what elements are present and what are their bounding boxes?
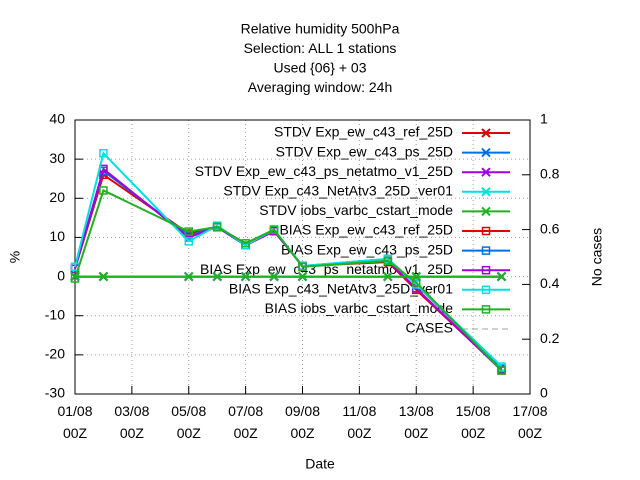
legend-label: CASES	[406, 320, 453, 336]
chart-title: Used {06} + 03	[273, 60, 366, 76]
x-tick-label-line: 09/08	[285, 403, 320, 419]
x-tick-label-line: 00Z	[404, 425, 429, 441]
y-axis-label: %	[7, 251, 23, 263]
y-tick-label: -20	[45, 346, 65, 362]
x-tick-label-line: 17/08	[512, 403, 547, 419]
legend-label: BIAS Exp_c43_NetAtv3_25D_ver01	[229, 281, 453, 297]
x-tick-label-line: 00Z	[461, 425, 486, 441]
point	[411, 271, 421, 282]
point	[481, 285, 491, 295]
point	[481, 167, 491, 177]
point	[481, 246, 491, 255]
point	[497, 366, 506, 375]
y2-tick-label: 0	[540, 385, 548, 401]
y-tick-label: -30	[45, 385, 65, 401]
point	[212, 222, 222, 232]
x-tick-label-line: 01/08	[57, 403, 92, 419]
point	[184, 237, 193, 246]
x-tick-label-line: 03/08	[114, 403, 149, 419]
point	[481, 305, 491, 314]
point	[297, 271, 308, 282]
point	[481, 147, 491, 158]
x-axis-label: Date	[305, 456, 335, 472]
point	[99, 186, 108, 195]
point	[212, 271, 222, 282]
y-tick-label: 10	[49, 228, 65, 244]
plot-border	[74, 119, 531, 395]
x-tick-label-line: 00Z	[234, 425, 259, 441]
x-tick-label: 17/08 00Z	[512, 403, 547, 441]
legend-label: BIAS Exp_ew_c43_ref_25D	[279, 222, 453, 238]
point	[184, 271, 194, 282]
x-tick-label-line: 00Z	[347, 425, 372, 441]
y-tick-label: -10	[45, 306, 65, 322]
point	[269, 225, 279, 234]
x-tick-label: 01/08 00Z	[57, 403, 92, 441]
point	[98, 271, 109, 282]
x-tick-label: 13/08 00Z	[399, 403, 434, 441]
y-tick-label: 30	[49, 150, 65, 166]
x-tick-label-line: 00Z	[518, 425, 543, 441]
y2-tick-label: 0.8	[540, 166, 560, 182]
x-tick-label-line: 00Z	[63, 425, 88, 441]
y2-axis-label: No cases	[589, 228, 605, 286]
x-tick-label-line: 00Z	[290, 425, 315, 441]
y-tick-label: 40	[49, 111, 65, 127]
x-tick-label: 09/08 00Z	[285, 403, 320, 441]
x-tick-label-line: 15/08	[456, 403, 491, 419]
legend-label: STDV Exp_ew_c43_ref_25D	[274, 124, 453, 140]
x-tick-label-line: 05/08	[171, 403, 206, 419]
point	[481, 187, 491, 197]
point	[481, 128, 491, 138]
x-tick-label: 03/08 00Z	[114, 403, 149, 441]
x-tick-label: 05/08 00Z	[171, 403, 206, 441]
chart-title: Averaging window: 24h	[248, 79, 393, 95]
point	[269, 271, 279, 282]
legend-label: STDV Exp_ew_c43_ps_netatmo_v1_25D	[195, 163, 453, 179]
x-tick-label: 15/08 00Z	[456, 403, 491, 441]
chart-title: Selection: ALL 1 stations	[244, 40, 397, 56]
legend-label: BIAS iobs_varbc_cstart_mode	[265, 300, 454, 316]
point	[481, 206, 491, 217]
point	[70, 274, 80, 283]
y2-tick-label: 1	[540, 111, 548, 127]
y2-tick-label: 0.6	[540, 220, 560, 236]
series-line	[74, 189, 503, 372]
chart-title: Relative humidity 500hPa	[241, 21, 400, 37]
x-tick-label-line: 00Z	[177, 425, 202, 441]
x-tick-label: 11/08 00Z	[342, 403, 376, 441]
point	[496, 271, 507, 282]
point	[298, 262, 307, 272]
point	[240, 271, 251, 282]
point	[99, 149, 108, 158]
x-tick-label-line: 13/08	[399, 403, 434, 419]
point	[241, 239, 250, 248]
legend-label: STDV Exp_ew_c43_ps_25D	[276, 143, 453, 159]
point	[383, 256, 393, 266]
y-tick-label: 20	[49, 189, 65, 205]
y2-tick-label: 0.4	[540, 275, 560, 291]
point	[184, 227, 193, 236]
point	[481, 265, 491, 275]
point	[481, 226, 491, 236]
x-tick-label-line: 00Z	[120, 425, 145, 441]
x-tick-label: 07/08 00Z	[228, 403, 263, 441]
legend-label: STDV iobs_varbc_cstart_mode	[259, 202, 453, 218]
x-tick-label-line: 07/08	[228, 403, 263, 419]
legend-label: BIAS Exp_ew_c43_ps_25D	[281, 241, 453, 257]
point	[70, 271, 80, 282]
point	[412, 278, 421, 287]
y-tick-label: 0	[57, 267, 65, 283]
y2-tick-label: 0.2	[540, 330, 560, 346]
legend-label: STDV Exp_c43_NetAtv3_25D_ver01	[223, 183, 453, 199]
point	[383, 271, 393, 282]
x-tick-label-line: 11/08	[342, 403, 376, 419]
